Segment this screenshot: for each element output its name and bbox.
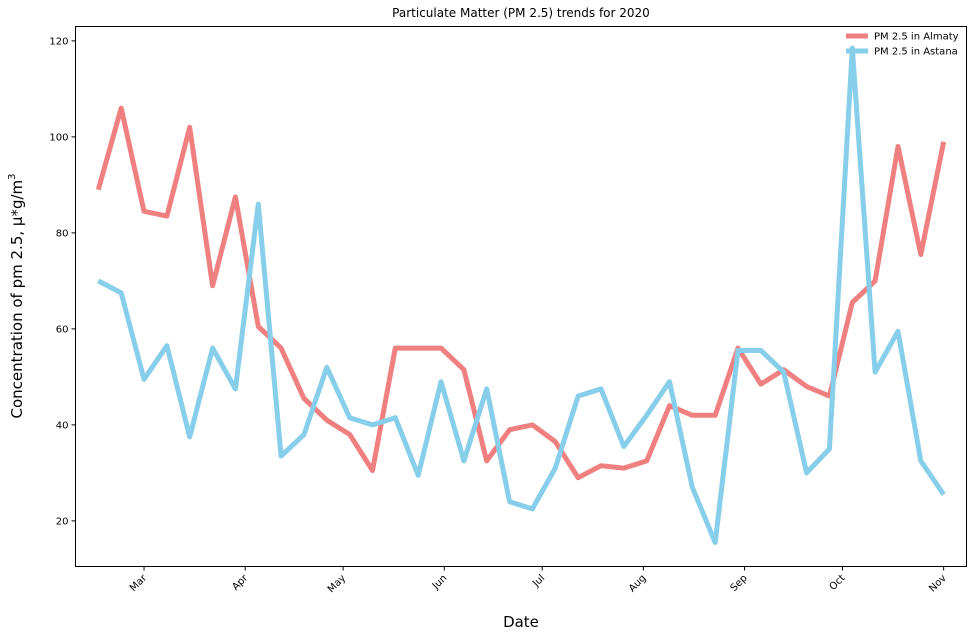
chart-title: Particulate Matter (PM 2.5) trends for 2… [392, 6, 650, 20]
x-tick-label: May [326, 573, 348, 595]
series-line-1 [95, 105, 947, 481]
y-tick-label: 60 [56, 324, 69, 335]
y-axis-label-superscript: 3 [7, 173, 18, 179]
y-tick-label: 40 [56, 420, 69, 431]
legend: PM 2.5 in Almaty PM 2.5 in Astana [846, 32, 959, 58]
y-axis-label-text: Concentration of pm 2.5, µ*g/m [8, 180, 26, 419]
x-axis: Mar Apr May Jun Jul Aug Sep Oct Nov [128, 566, 949, 595]
x-tick-label: Oct [828, 573, 848, 593]
y-axis-label: Concentration of pm 2.5, µ*g/m3 [7, 173, 26, 418]
y-tick-label: 20 [56, 516, 69, 527]
x-tick-label: Sep [729, 573, 750, 594]
x-tick-label: Jul [530, 573, 547, 590]
x-tick-label: Jun [430, 573, 450, 593]
x-tick-label: Mar [128, 572, 150, 594]
series-line-2 [97, 45, 946, 545]
series-layer [95, 45, 947, 545]
legend-label-1: PM 2.5 in Almaty [874, 32, 959, 43]
y-tick-label: 100 [49, 132, 68, 143]
plot-area-frame [75, 26, 967, 567]
legend-label-2: PM 2.5 in Astana [874, 47, 958, 58]
y-axis: 20 40 60 80 100 120 [49, 36, 76, 527]
x-tick-label: Apr [230, 572, 251, 593]
x-tick-label: Nov [927, 573, 949, 595]
x-tick-label: Aug [627, 573, 649, 595]
y-tick-label: 80 [56, 228, 69, 239]
y-tick-label: 120 [49, 36, 68, 47]
x-axis-label: Date [503, 613, 539, 631]
